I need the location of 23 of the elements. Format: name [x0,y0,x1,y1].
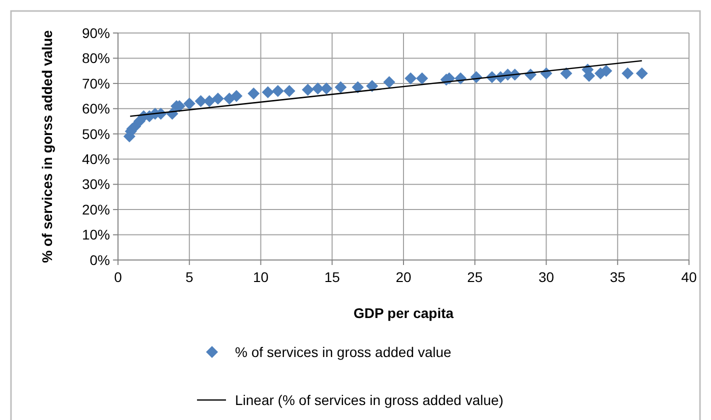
y-tick-label: 10% [82,226,110,243]
x-tick-label: 10 [252,269,269,285]
x-tick-label: 0 [114,269,122,285]
x-tick-label: 35 [610,269,626,285]
y-tick-label: 30% [82,176,110,192]
x-tick-label: 25 [467,269,483,285]
x-tick-label: 20 [396,269,412,285]
x-tick-label: 40 [681,269,697,285]
y-tick-label: 20% [82,201,110,218]
x-axis-title: GDP per capita [353,305,454,321]
y-tick-label: 70% [82,75,110,92]
y-tick-label: 40% [82,151,110,168]
y-tick-label: 60% [82,100,110,117]
y-tick-label: 80% [82,50,110,66]
legend-label: % of services in gross added value [235,344,452,360]
x-tick-label: 30 [538,269,554,285]
x-tick-label: 5 [185,269,194,285]
legend-label: Linear (% of services in gross added value) [235,392,504,408]
y-tick-label: 0% [90,252,110,268]
y-tick-label: 90% [82,24,110,41]
y-tick-label: 50% [82,126,110,142]
x-tick-label: 15 [324,269,340,285]
y-axis-title: % of services in gorss added value [39,30,55,263]
